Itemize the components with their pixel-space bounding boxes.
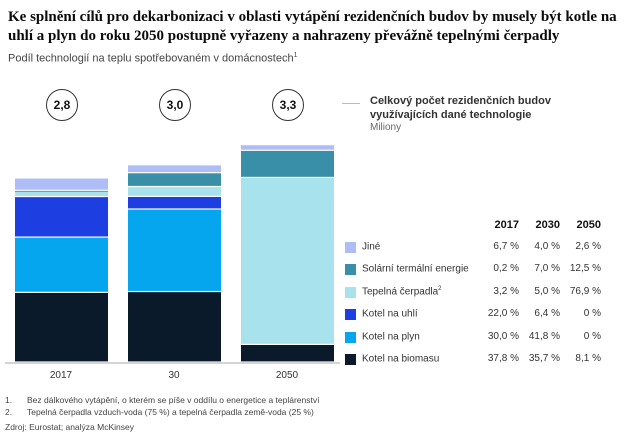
footnote-2-text: Tepelná čerpadla vzduch-voda (75 %) a te… (27, 407, 314, 417)
value-cell: 41,8 % (528, 331, 560, 342)
value-cell: 0 % (583, 331, 601, 342)
value-cell: 0 % (583, 308, 601, 319)
page-title: Ke splnění cílů pro dekarbonizaci v obla… (8, 9, 617, 44)
table-header: 2017 (494, 219, 519, 231)
legend-swatch (345, 354, 356, 365)
x-tick-label: 30 (168, 370, 180, 381)
value-cell: 6,7 % (493, 241, 519, 252)
legend-unit: Miliony (370, 122, 402, 133)
value-cell: 6,4 % (534, 308, 560, 319)
header: Ke splnění cílů pro dekarbonizaci v obla… (8, 8, 620, 65)
footnote-1-num: 1. (5, 395, 13, 405)
bar-segment-jin--2050 (241, 145, 334, 150)
value-cell: 7,0 % (534, 263, 560, 274)
legend-swatch (345, 309, 356, 320)
legend-swatch (345, 264, 356, 275)
x-tick-label: 2050 (276, 370, 299, 381)
bar-segment-jin--30 (128, 165, 221, 173)
bar-segment-tepeln-erpadla-30 (128, 187, 221, 196)
value-cell: 5,0 % (534, 286, 560, 297)
source: Zdroj: Eurostat; analýza McKinsey (5, 422, 134, 432)
total-2050: 3,3 (272, 89, 304, 121)
value-cell: 4,0 % (534, 241, 560, 252)
legend-swatch (345, 242, 356, 253)
footnote-2-num: 2. (5, 407, 13, 417)
legend-swatch (345, 332, 356, 343)
legend-label: Kotel na biomasu (362, 353, 439, 364)
legend-connector (342, 103, 360, 104)
x-tick-label: 2017 (50, 370, 73, 381)
legend-label: Solární termální energie (362, 263, 469, 274)
legend-row: Kotel na biomasu 37,8 % 35,7 % 8,1 % (342, 352, 612, 368)
bar-segment-kotel-na-uhl--2017 (15, 197, 108, 237)
value-cell: 0,2 % (493, 263, 519, 274)
bar-segment-sol-rn-term-ln-energie-2017 (15, 190, 108, 192)
bar-segment-jin--2017 (15, 178, 108, 190)
value-cell: 2,6 % (575, 241, 601, 252)
subtitle-footnote: 1 (293, 52, 298, 59)
series-name: Kotel na plyn (362, 331, 420, 343)
value-cell: 8,1 % (575, 353, 601, 364)
total-2030: 3,0 (159, 89, 191, 121)
series-name: Kotel na uhlí (362, 308, 418, 320)
legend-label: Kotel na plyn (362, 331, 420, 342)
legend-row: Solární termální energie 0,2 % 7,0 % 12,5 % (342, 262, 612, 278)
series-name: Tepelná čerpadla (362, 286, 439, 298)
subtitle-text: Podíl technologií na teplu spotřebovaném… (8, 52, 294, 65)
bar-segment-kotel-na-uhl--30 (128, 196, 221, 209)
value-cell: 3,2 % (493, 286, 519, 297)
bar-segment-kotel-na-biomasu-2017 (15, 292, 108, 362)
subtitle: Podíl technologií na teplu spotřebovaném… (8, 52, 620, 65)
legend-label: Kotel na uhlí (362, 308, 418, 319)
value-cell: 35,7 % (528, 353, 560, 364)
table-header: 2050 (576, 219, 601, 231)
value-cell: 22,0 % (487, 308, 519, 319)
legend-label: Tepelná čerpadla2 (362, 286, 442, 297)
bar-segment-tepeln-erpadla-2050 (241, 178, 334, 344)
legend-row: Kotel na uhlí 22,0 % 6,4 % 0 % (342, 307, 612, 323)
legend-title: Celkový počet rezidenčních budov využíva… (370, 95, 551, 121)
bar-segment-kotel-na-plyn-2017 (15, 237, 108, 292)
table-header: 2030 (535, 219, 560, 231)
value-cell: 30,0 % (487, 331, 519, 342)
legend-label: Jiné (362, 241, 380, 252)
series-name: Kotel na biomasu (362, 353, 440, 365)
value-cell: 37,8 % (487, 353, 519, 364)
series-footnote: 2 (438, 286, 442, 292)
bar-segment-sol-rn-term-ln-energie-2050 (241, 150, 334, 177)
bar-segment-kotel-na-biomasu-2050 (241, 345, 334, 362)
series-name: Jiné (362, 241, 381, 253)
value-cell: 76,9 % (569, 286, 601, 297)
bar-segment-kotel-na-plyn-30 (128, 209, 221, 291)
legend-row: Jiné 6,7 % 4,0 % 2,6 % (342, 240, 612, 256)
legend-swatch (345, 287, 356, 298)
series-name: Solární termální energie (362, 263, 469, 275)
bar-segment-kotel-na-biomasu-30 (128, 292, 221, 362)
legend-row: Kotel na plyn 30,0 % 41,8 % 0 % (342, 330, 612, 346)
legend-row: Tepelná čerpadla2 3,2 % 5,0 % 76,9 % (342, 285, 612, 301)
footnote-1-text: Bez dálkového vytápění, o kterém se píše… (27, 395, 320, 405)
total-2017: 2,8 (46, 89, 78, 121)
bar-segment-sol-rn-term-ln-energie-30 (128, 173, 221, 186)
value-cell: 12,5 % (569, 263, 601, 274)
bar-segment-tepeln-erpadla-2017 (15, 191, 108, 196)
